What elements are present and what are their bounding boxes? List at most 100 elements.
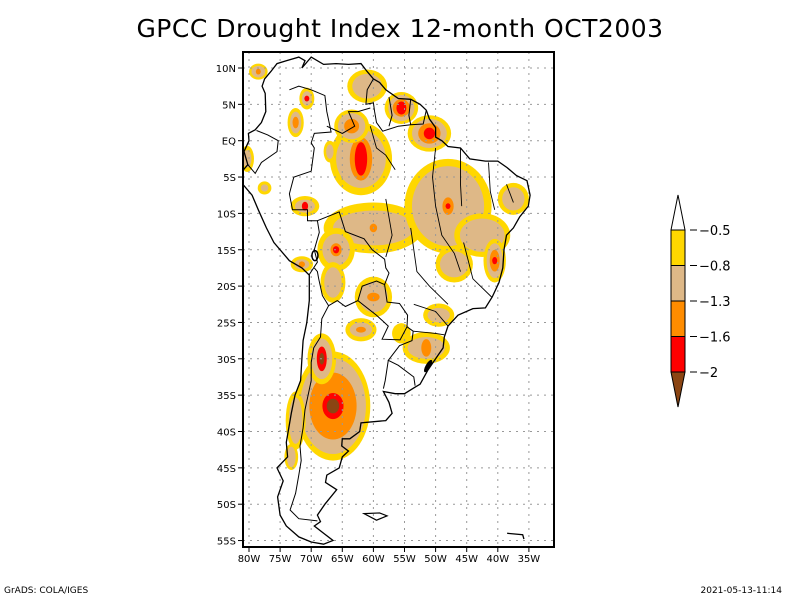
colorbar-label: −2 [699, 366, 718, 381]
state-border [410, 227, 449, 305]
lon-tick-label: 75W [269, 554, 292, 565]
drought-patch-guyana-suriname [384, 91, 419, 124]
country-border [357, 284, 409, 341]
lat-tick-label: 25S [217, 318, 236, 329]
drought-patch-peru-amazon [323, 140, 337, 163]
drought-patch-venezuela-north [347, 69, 388, 103]
lon-tick-label: 80W [238, 554, 261, 565]
lat-tick-label: 15S [217, 246, 236, 257]
colorbar-label: −1.6 [699, 331, 731, 346]
drought-level-c3 [255, 68, 261, 75]
colorbar-segment-c3 [670, 300, 686, 337]
drought-level-c2 [288, 397, 303, 444]
drought-patch-argentina-north [345, 318, 377, 342]
drought-patch-bolivia-south [320, 262, 346, 303]
map-frame [242, 51, 555, 548]
coastline-and-borders [243, 56, 531, 545]
lat-tick-label: 35S [217, 391, 236, 402]
lake-titicaca [311, 249, 319, 262]
state-border [413, 303, 449, 327]
drought-level-c2 [286, 446, 296, 468]
drought-patch-espirito-santo [483, 238, 506, 283]
drought-level-c4 [423, 127, 435, 140]
grid-lines [243, 52, 554, 547]
country-border [313, 211, 390, 308]
drought-level-c2 [260, 184, 269, 192]
lon-tick-label: 60W [362, 554, 385, 565]
map-title: GPCC Drought Index 12-month OCT2003 [136, 14, 664, 43]
lat-tick-label: 40S [217, 428, 236, 439]
country-border [247, 130, 279, 175]
lat-tick-label: 30S [217, 355, 236, 366]
drought-level-c4 [445, 203, 451, 210]
drought-level-c4 [354, 142, 368, 176]
drought-patch-acre [290, 195, 320, 217]
lon-tick-label: 55W [393, 554, 416, 565]
drought-patch-minas-gerais [435, 246, 473, 283]
state-border [432, 147, 461, 272]
drought-patch-bolivia-north [317, 227, 355, 272]
drought-patch-nordeste-coast [497, 182, 529, 215]
country-border [382, 360, 389, 389]
state-border [413, 330, 445, 336]
lon-tick-label: 40W [486, 554, 509, 565]
state-border [488, 162, 496, 210]
grads-credit: GrADS: COLA/IGES [4, 586, 89, 596]
timestamp: 2021-05-13-11:14 [700, 586, 783, 596]
drought-shading-layer [243, 63, 529, 471]
drought-patch-chile-far-south [284, 443, 299, 471]
colorbar-segment-c2 [670, 265, 686, 302]
south-georgia [507, 532, 525, 540]
drought-level-c4 [304, 95, 310, 102]
lat-tick-label: 20S [217, 282, 236, 293]
drought-patch-venezuela-west [299, 87, 315, 110]
drought-level-c3 [355, 326, 366, 333]
country-border [289, 85, 332, 172]
drought-level-c3 [421, 339, 432, 357]
lat-tick-label: 50S [217, 500, 236, 511]
country-border [406, 326, 414, 332]
drought-patch-peru-north [257, 181, 272, 195]
lat-tick-label: 10N [216, 64, 236, 75]
continent-coastline [243, 56, 531, 545]
state-border [369, 126, 396, 171]
latitude-axis: 10N 5N EQ 5S 10S 15S 20S 25S 30S 35S 40S 45S 50S 55S [216, 64, 243, 548]
state-border [463, 242, 492, 298]
colorbar-upper-arrow [670, 194, 686, 231]
state-border [385, 198, 393, 258]
colorbar-label: −1.3 [699, 295, 731, 310]
drought-patch-amapa-para [407, 115, 452, 152]
country-border [288, 170, 320, 275]
drought-patch-amazon-north [334, 109, 370, 143]
lat-tick-label: 10S [217, 209, 236, 220]
drought-level-c2 [439, 251, 469, 278]
drought-patch-colombia-central [287, 107, 304, 138]
drought-patch-colombia-north [248, 63, 268, 80]
lon-tick-label: 45W [455, 554, 478, 565]
country-border [289, 305, 330, 522]
country-border [326, 107, 371, 134]
drought-level-c4 [301, 201, 309, 211]
state-border [460, 148, 463, 207]
colorbar-segment-c4 [670, 336, 686, 373]
lat-tick-label: 5N [222, 100, 236, 111]
drought-level-c2 [502, 187, 525, 211]
lon-tick-label: 65W [331, 554, 354, 565]
lon-tick-label: 50W [424, 554, 447, 565]
drought-level-c4 [396, 101, 407, 115]
colorbar-label: −0.8 [699, 260, 731, 275]
country-border [408, 99, 412, 125]
lat-tick-label: 5S [223, 173, 236, 184]
longitude-axis: 80W 75W 70W 65W 60W 55W 50W 45W 40W 35W [238, 547, 540, 565]
country-border [365, 78, 427, 132]
falkland-islands [361, 512, 389, 521]
drought-level-c2 [326, 144, 334, 159]
lat-tick-label: 55S [217, 537, 236, 548]
drought-level-c3 [298, 261, 305, 268]
colorbar-segment-c1 [670, 229, 686, 266]
state-border [506, 184, 514, 203]
drought-level-c3 [292, 116, 299, 129]
lagoa-dos-patos [424, 359, 433, 373]
lat-tick-label: EQ [222, 137, 236, 148]
